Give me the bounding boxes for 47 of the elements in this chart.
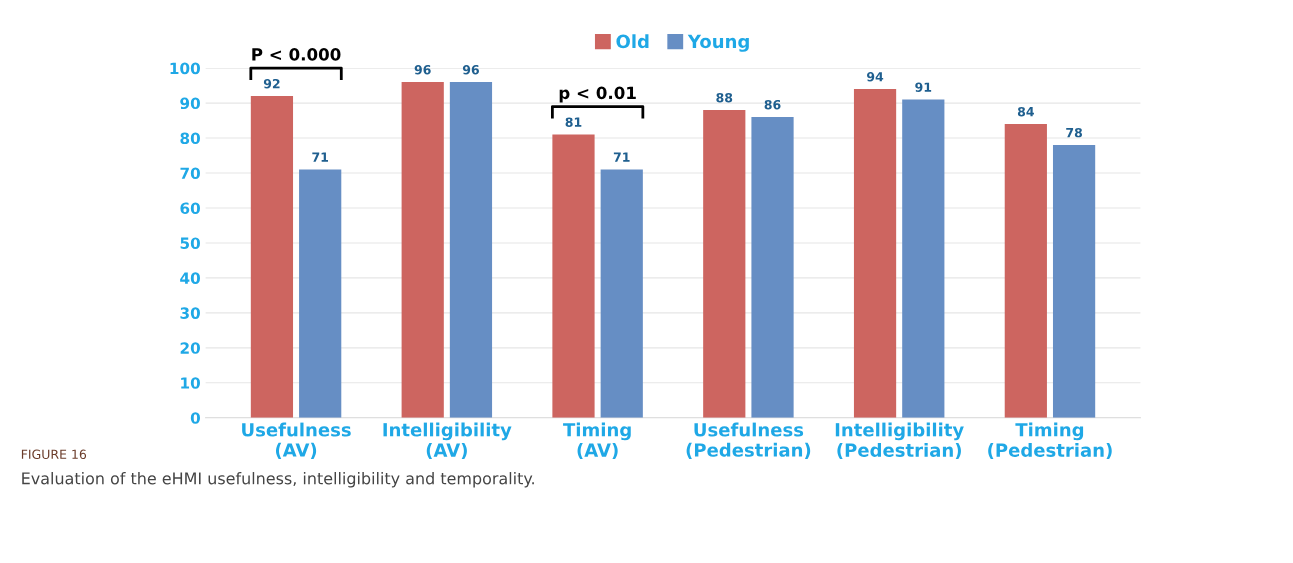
y-tick-label: 50 bbox=[180, 237, 200, 249]
bar bbox=[1052, 145, 1096, 418]
data-label: 96 bbox=[414, 65, 431, 75]
y-tick-label: 90 bbox=[180, 97, 200, 110]
bar bbox=[250, 96, 294, 418]
x-tick-label: Intelligibility (Pedestrian) bbox=[835, 422, 964, 460]
data-label: 71 bbox=[312, 152, 329, 162]
bar bbox=[751, 117, 794, 418]
data-label: 96 bbox=[462, 65, 479, 75]
x-tick-label: Timing (Pedestrian) bbox=[988, 422, 1112, 460]
y-tick-label: 100 bbox=[170, 62, 200, 75]
data-label: 94 bbox=[867, 71, 884, 82]
bar bbox=[552, 134, 595, 418]
y-tick-label: 60 bbox=[180, 202, 200, 214]
text: P < 0.000 bbox=[252, 48, 341, 61]
y-tick-label: 80 bbox=[180, 132, 200, 145]
data-label: 86 bbox=[764, 99, 781, 110]
x-tick-label: Timing (AV) bbox=[563, 422, 631, 460]
data-label: 81 bbox=[565, 117, 582, 127]
data-label: 92 bbox=[263, 78, 280, 89]
legend-label: Old bbox=[616, 34, 649, 49]
y-tick-label: 70 bbox=[180, 167, 200, 180]
x-tick-label: Intelligibility (AV) bbox=[383, 422, 512, 460]
x-tick-label: Usefulness (Pedestrian) bbox=[686, 422, 811, 459]
y-tick-label: 30 bbox=[180, 307, 200, 319]
data-label: 84 bbox=[1017, 106, 1034, 117]
data-label: 71 bbox=[613, 152, 630, 162]
y-tick-label: 0 bbox=[190, 412, 200, 424]
data-label: 78 bbox=[1066, 127, 1082, 138]
caption: FIGURE 16 bbox=[21, 449, 87, 460]
annotation: p < 0.01 bbox=[559, 86, 636, 103]
y-tick-label: 40 bbox=[180, 272, 200, 284]
bar bbox=[1004, 124, 1047, 418]
bar bbox=[902, 99, 945, 418]
y-tick-label: 20 bbox=[180, 342, 200, 354]
bar bbox=[600, 169, 643, 418]
data-label: 91 bbox=[915, 82, 932, 92]
bar bbox=[401, 82, 444, 418]
legend-label: Young bbox=[687, 34, 749, 52]
x-tick-label: Usefulness (AV) bbox=[242, 422, 351, 459]
data-label: 88 bbox=[716, 92, 733, 103]
bar bbox=[449, 82, 493, 418]
bar bbox=[853, 89, 897, 418]
y-tick-label: 10 bbox=[181, 377, 200, 389]
bar bbox=[299, 169, 342, 418]
text: Evaluation of the eHMI usefulness, intelligibility and temporality. bbox=[22, 472, 534, 488]
bar bbox=[703, 110, 746, 418]
